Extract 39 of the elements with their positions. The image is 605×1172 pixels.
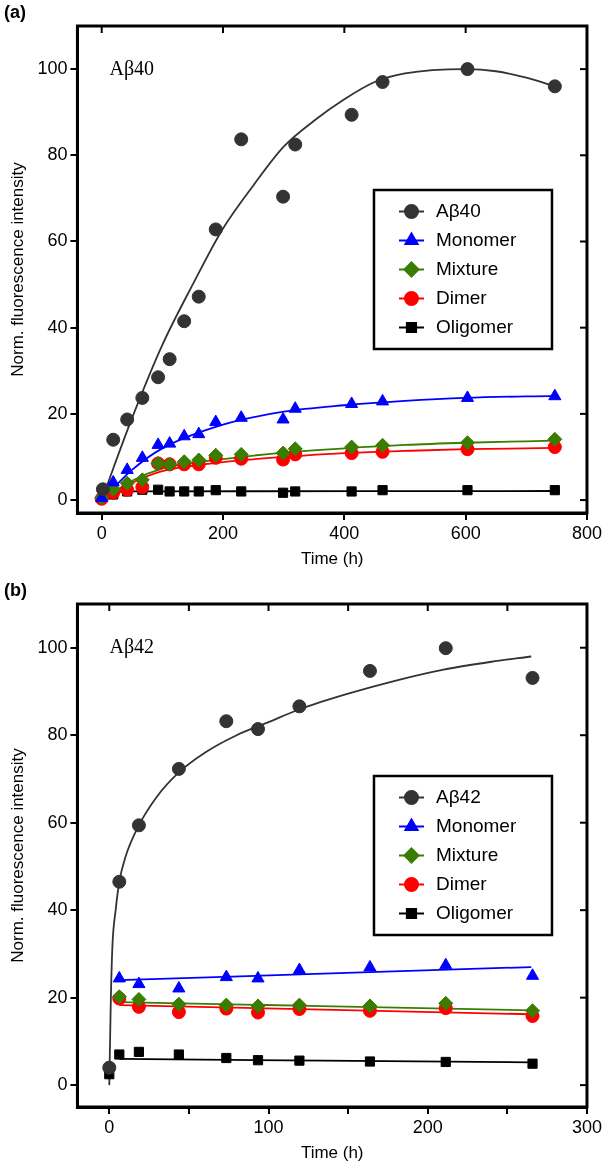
legend-label: Aβ40 (435, 199, 481, 221)
legend-label: Monomer (435, 228, 517, 250)
y-tick-label: 100 (37, 636, 68, 657)
y-tick-label: 80 (47, 724, 68, 745)
chart-title: (a) (4, 1, 26, 22)
legend-label: Dimer (435, 286, 488, 308)
legend-label: Mixture (435, 257, 499, 279)
x-tick-label: 400 (329, 522, 360, 543)
x-axis-title: Time (h) (300, 549, 364, 569)
y-tick-label: 60 (47, 230, 68, 251)
y-axis-title: Norm. fluorescence intensity (7, 161, 27, 377)
y-tick-label: 20 (47, 986, 68, 1007)
y-tick-label: 20 (47, 402, 68, 423)
legend-label: Oligomer (435, 315, 514, 337)
y-axis-title: Norm. fluorescence intensity (7, 747, 27, 963)
x-tick-label: 100 (253, 1116, 284, 1137)
y-tick-label: 40 (47, 899, 68, 920)
legend-label: Oligomer (435, 901, 514, 923)
x-tick-label: 200 (207, 522, 239, 543)
x-tick-label: 0 (104, 1116, 115, 1137)
chart-title: (b) (4, 579, 27, 600)
y-tick-label: 100 (37, 58, 68, 79)
legend-label: Monomer (435, 814, 517, 836)
y-tick-label: 0 (57, 1074, 68, 1095)
legend-label: Mixture (435, 843, 499, 865)
y-tick-label: 60 (47, 811, 68, 832)
x-axis-title: Time (h) (300, 1143, 364, 1163)
x-tick-label: 800 (571, 522, 603, 543)
x-tick-label: 300 (571, 1116, 603, 1137)
y-tick-label: 80 (47, 144, 68, 165)
x-tick-label: 600 (450, 522, 481, 543)
x-tick-label: 200 (412, 1116, 443, 1137)
y-tick-label: 0 (57, 489, 68, 510)
annotation: Aβ40 (109, 57, 155, 81)
annotation: Aβ42 (109, 635, 155, 659)
legend-label: Dimer (435, 872, 488, 894)
y-tick-label: 40 (47, 316, 68, 337)
legend-label: Aβ42 (435, 785, 481, 807)
x-tick-label: 0 (96, 522, 107, 543)
